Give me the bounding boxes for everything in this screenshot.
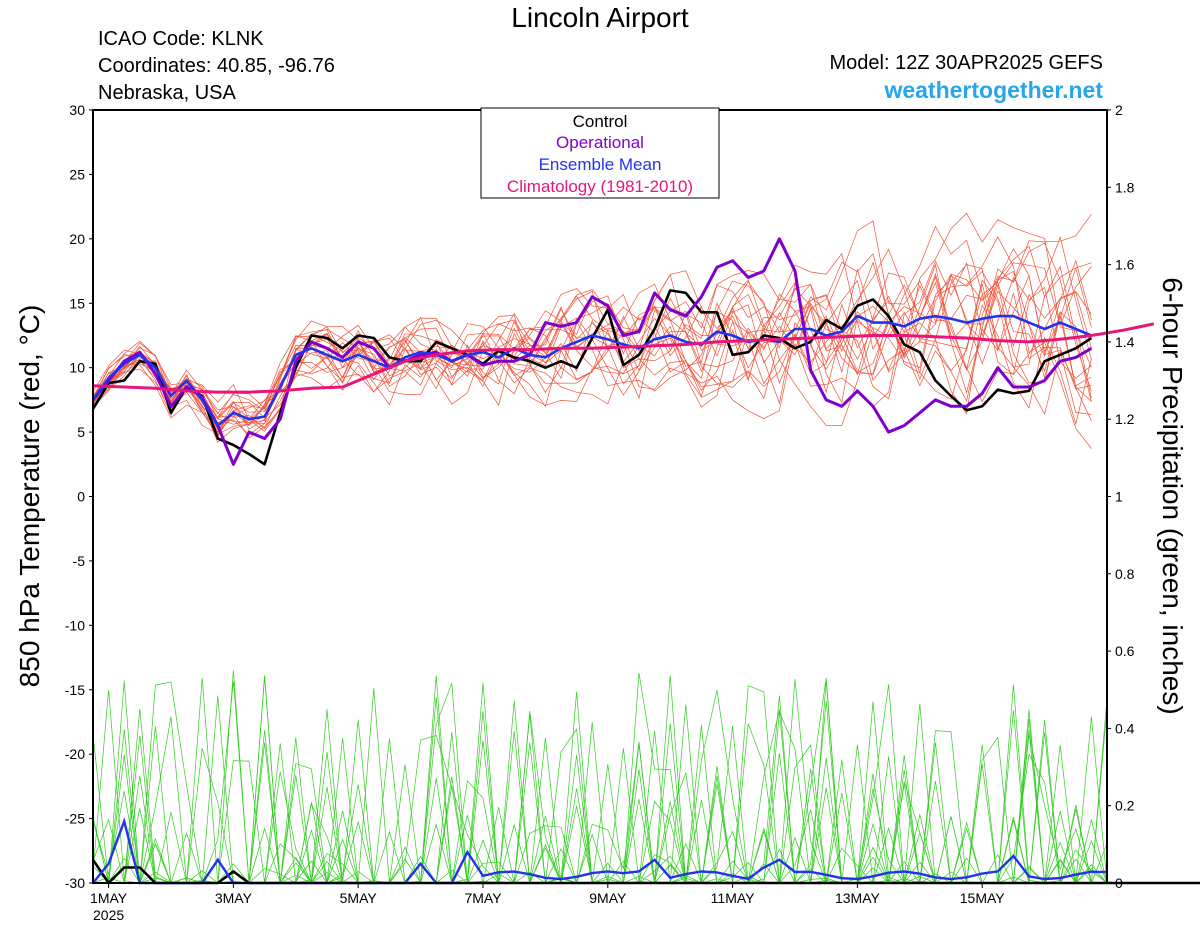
member-temperature-line xyxy=(92,279,1092,416)
coordinates: Coordinates: 40.85, -96.76 xyxy=(98,55,335,77)
y-left-tick-label: -30 xyxy=(65,875,85,891)
member-precipitation-line xyxy=(93,675,1107,885)
y-left-tick-label: 20 xyxy=(69,231,85,247)
member-temperature-line xyxy=(92,245,1092,432)
chart-title: Lincoln Airport xyxy=(511,2,689,33)
member-precipitation-line xyxy=(92,680,1107,885)
member-temperature-line xyxy=(92,268,1092,433)
y-right-tick-label: 1.2 xyxy=(1115,411,1135,427)
member-precipitation-line xyxy=(93,680,1107,884)
y-right-tick-label: 0 xyxy=(1115,875,1123,891)
y-left-tick-label: 15 xyxy=(69,295,85,311)
y-right-tick-label: 1.6 xyxy=(1115,257,1135,273)
station-info: ICAO Code: KLNK Coordinates: 40.85, -96.… xyxy=(98,26,335,107)
y-left-tick-label: 30 xyxy=(69,102,85,118)
x-year-label: 2025 xyxy=(93,907,124,923)
y-right-tick-label: 1 xyxy=(1115,489,1123,505)
legend: Control Operational Ensemble Mean Climat… xyxy=(480,107,720,199)
member-precipitation-line xyxy=(93,675,1107,884)
model-run: Model: 12Z 30APR2025 GEFS xyxy=(829,52,1103,74)
y-right-tick-label: 1.8 xyxy=(1115,179,1135,195)
legend-item-control: Control xyxy=(573,112,628,131)
x-tick-label: 15MAY xyxy=(960,890,1006,906)
icao-code: ICAO Code: KLNK xyxy=(98,28,264,50)
x-tick-label: 7MAY xyxy=(464,890,502,906)
member-temperature-line xyxy=(92,212,1092,430)
member-precipitation-line xyxy=(93,673,1108,884)
y-right-tick-label: 2 xyxy=(1115,102,1123,118)
legend-item-climatology: Climatology (1981-2010) xyxy=(507,177,693,196)
member-precipitation-line xyxy=(93,709,1107,884)
legend-box xyxy=(480,107,720,199)
y-right-tick-label: 1.4 xyxy=(1115,334,1135,350)
member-precipitation-line xyxy=(93,677,1108,885)
site-link[interactable]: weathertogether.net xyxy=(884,77,1103,103)
member-precipitation-line xyxy=(93,691,1108,884)
y-left-tick-label: -10 xyxy=(65,617,85,633)
member-precipitation-line xyxy=(93,701,1108,884)
y-left-tick-label: -15 xyxy=(65,682,85,698)
ensemble-members-layer xyxy=(92,212,1108,885)
member-precipitation-line xyxy=(92,695,1107,884)
y-left-tick-label: 10 xyxy=(69,360,85,376)
member-precipitation-line xyxy=(93,704,1108,884)
model-info: Model: 12Z 30APR2025 GEFS weathertogethe… xyxy=(830,50,1103,104)
x-tick-label: 1MAY xyxy=(90,890,128,906)
ensemble-mean-line xyxy=(91,314,1092,427)
x-tick-label: 11MAY xyxy=(711,890,755,906)
member-precipitation-line xyxy=(92,683,1107,884)
member-precipitation-line xyxy=(92,681,1107,885)
member-precipitation-line xyxy=(93,711,1107,884)
operational-line xyxy=(91,237,1093,466)
y-right-tick-label: 0.8 xyxy=(1115,566,1135,582)
climatology-line xyxy=(92,322,1155,394)
y-right-tick-label: 0.2 xyxy=(1115,798,1135,814)
y-left-tick-label: 5 xyxy=(77,424,85,440)
x-tick-label: 3MAY xyxy=(215,890,253,906)
y-left-tick-label: 25 xyxy=(69,166,85,182)
member-precipitation-line xyxy=(92,675,1108,884)
member-temperature-line xyxy=(92,225,1092,423)
y-left-tick-label: -25 xyxy=(65,811,85,827)
x-tick-label: 13MAY xyxy=(835,890,881,906)
y-left-tick-label: 0 xyxy=(77,489,85,505)
y-left-tick-label: -5 xyxy=(73,553,86,569)
member-temperature-line xyxy=(92,247,1092,439)
y-right-tick-label: 0.6 xyxy=(1115,643,1135,659)
member-precipitation-line xyxy=(92,670,1108,884)
member-temperature-line xyxy=(92,213,1092,443)
legend-item-operational: Operational xyxy=(556,133,644,152)
x-tick-label: 5MAY xyxy=(340,890,378,906)
member-temperature-line xyxy=(92,220,1092,434)
region: Nebraska, USA xyxy=(98,82,236,104)
legend-item-ensemble-mean: Ensemble Mean xyxy=(539,155,662,174)
control-line xyxy=(91,289,1093,466)
member-precipitation-line xyxy=(92,688,1107,884)
member-precipitation-line xyxy=(92,698,1108,884)
x-tick-label: 9MAY xyxy=(589,890,627,906)
y-right-tick-label: 0.4 xyxy=(1115,720,1135,736)
member-temperature-line xyxy=(92,262,1092,421)
y-left-tick-label: -20 xyxy=(65,746,85,762)
member-precipitation-line xyxy=(92,679,1107,884)
